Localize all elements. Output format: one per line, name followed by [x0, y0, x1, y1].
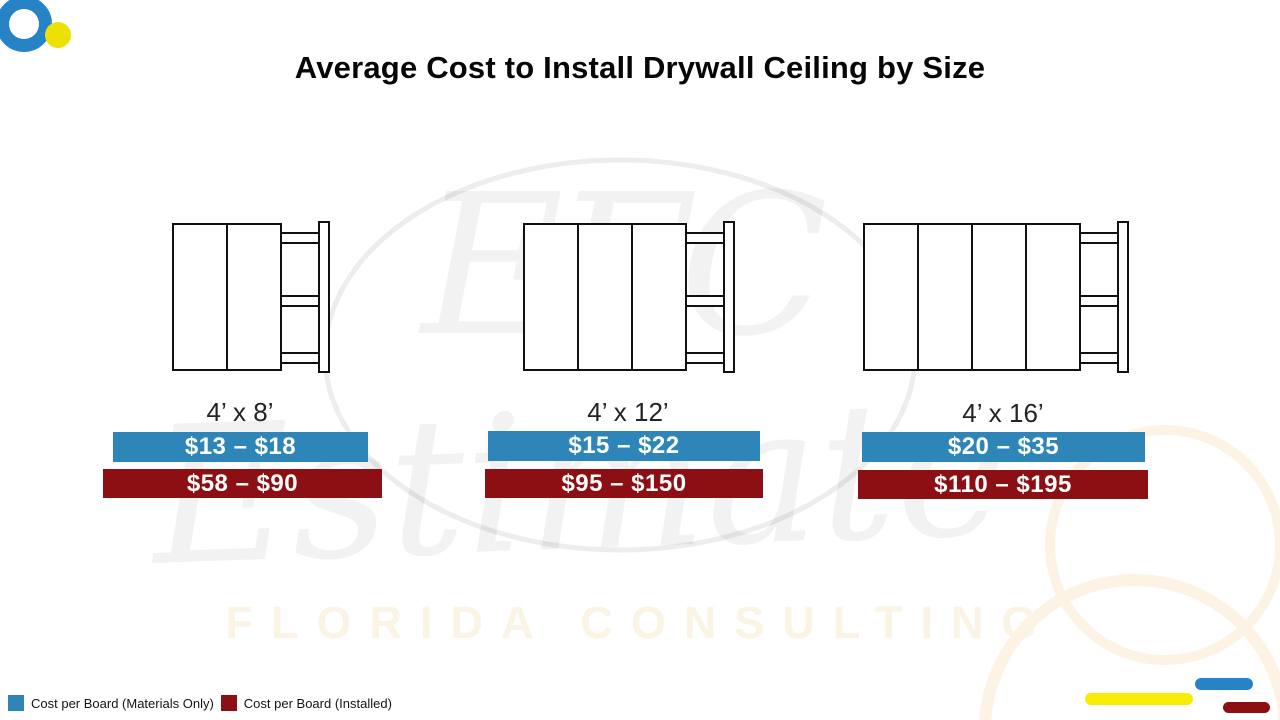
materials-cost-bar: $15 – $22 — [488, 431, 760, 461]
legend-label: Cost per Board (Materials Only) — [31, 695, 214, 711]
logo-dot — [45, 22, 71, 48]
board-svg — [172, 221, 330, 373]
page-title: Average Cost to Install Drywall Ceiling … — [294, 50, 986, 85]
legend-label: Cost per Board (Installed) — [243, 695, 392, 711]
drywall-board-illustration-4x8 — [172, 221, 330, 378]
size-label: 4’ x 16’ — [962, 398, 1044, 428]
drywall-board-illustration-4x12 — [523, 221, 735, 378]
installed-cost-bar: $95 – $150 — [485, 469, 763, 498]
decorative-pill-red — [1223, 702, 1270, 713]
brand-logo-icon — [0, 0, 71, 52]
size-label: 4’ x 8’ — [206, 397, 274, 427]
board-svg — [863, 221, 1129, 373]
logo-ring — [0, 0, 52, 52]
installed-cost-bar: $110 – $195 — [858, 470, 1148, 499]
materials-cost-bar: $13 – $18 — [113, 432, 368, 462]
legend: Cost per Board (Materials Only) Cost per… — [8, 695, 392, 711]
board-svg — [523, 221, 735, 373]
installed-swatch-icon — [220, 695, 237, 711]
size-label: 4’ x 12’ — [587, 397, 669, 427]
decorative-pill-blue — [1195, 678, 1253, 690]
installed-cost-bar: $58 – $90 — [103, 469, 382, 498]
watermark-subtitle: FLORIDA CONSULTING — [225, 597, 1055, 648]
materials-swatch-icon — [8, 695, 24, 711]
drywall-board-illustration-4x16 — [863, 221, 1129, 378]
watermark-cream-circle — [1045, 425, 1280, 665]
legend-item-materials: Cost per Board (Materials Only) — [8, 695, 214, 711]
materials-cost-bar: $20 – $35 — [862, 432, 1145, 462]
decorative-pill-yellow — [1085, 693, 1193, 705]
legend-item-installed: Cost per Board (Installed) — [220, 695, 392, 711]
